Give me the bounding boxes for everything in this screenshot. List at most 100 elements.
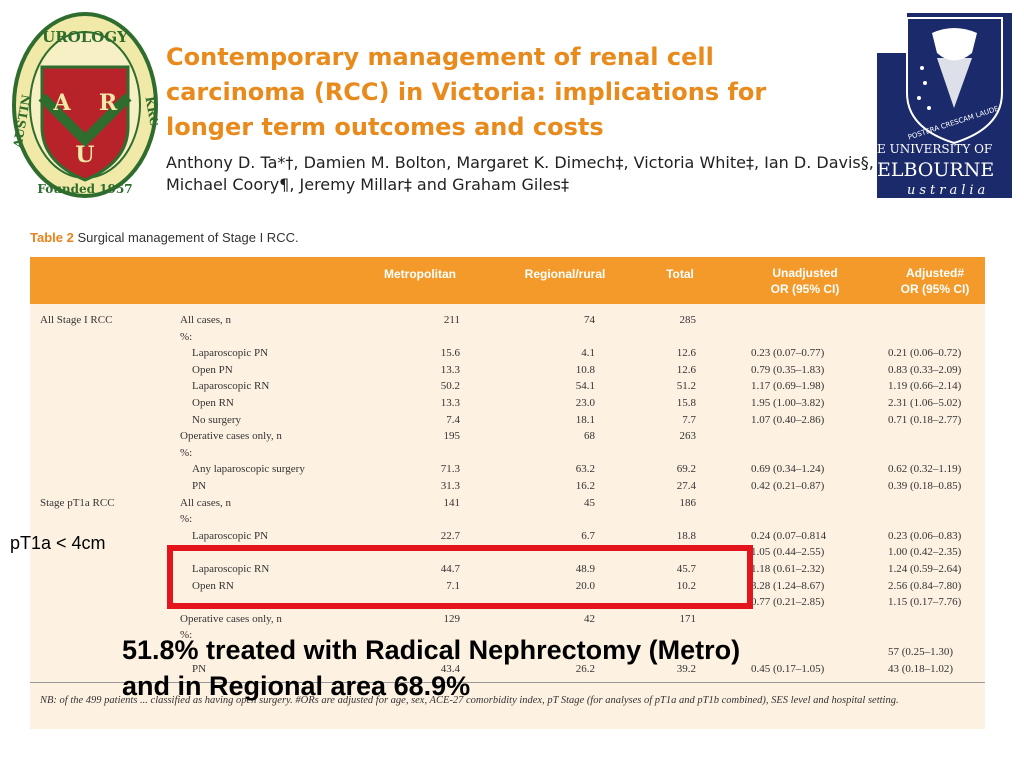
authors-line: Michael Coory¶, Jeremy Millar‡ and Graha… (166, 175, 569, 194)
header-adjusted: Adjusted# OR (95% CI) (900, 266, 970, 296)
table-cell-total: 15.8 (676, 397, 696, 409)
table-cell-adj: 0.39 (0.18–0.85) (888, 480, 962, 492)
table-cell-adj: 1.15 (0.17–7.76) (888, 596, 962, 609)
table-caption: Table 2 Surgical management of Stage I R… (30, 230, 299, 245)
table-cell-metro: 7.4 (446, 413, 460, 426)
callout-text: 51.8% treated with Radical Nephrectomy (… (122, 632, 740, 704)
table-cell-total: 10.2 (676, 579, 696, 592)
table-cell-total: 69.2 (676, 463, 696, 476)
table-row-label: Any laparoscopic surgery (192, 463, 305, 476)
table-cell-regional: 48.9 (575, 563, 595, 575)
table-cell-metro: 7.1 (446, 579, 460, 592)
table-cell-metro: 44.7 (440, 563, 460, 575)
table-cell-regional: 45 (584, 496, 595, 509)
table-cell-unadj: 0.69 (0.34–1.24) (751, 463, 825, 476)
svg-text:A: A (52, 90, 71, 116)
svg-text:R: R (99, 90, 118, 116)
callout-line: 51.8% treated with Radical Nephrectomy (… (122, 635, 741, 665)
table-cell-total: 18.8 (676, 529, 696, 542)
table-cell-total: 285 (679, 314, 697, 326)
table-cell-unadj: 1.95 (1.00–3.82) (751, 397, 825, 409)
table-row-label: Laparoscopic PN (192, 347, 269, 360)
paper-title-line: longer term outcomes and costs (166, 113, 604, 141)
header-total: Total (666, 267, 694, 281)
table-footnote: NB: of the 499 patients ... classified a… (40, 695, 899, 706)
table-row-label: %: (180, 629, 193, 642)
table-cell-metro: 43.4 (440, 662, 460, 675)
melbourne-name-line2: ELBOURNE (877, 159, 994, 181)
table-cell-metro: 195 (443, 430, 461, 443)
table-cell-total: 12.6 (676, 363, 696, 376)
table-cell-regional: 42 (584, 612, 595, 625)
table-cell-unadj: 1.05 (0.44–2.55) (751, 546, 825, 559)
table-cell-total: 12.6 (676, 347, 696, 360)
table-row-label: %: (180, 330, 193, 343)
table-cell-regional: 63.2 (575, 463, 595, 476)
table-row-label: Laparoscopic RN (192, 563, 270, 575)
table-caption-label: Table 2 (30, 230, 74, 245)
table-cell-total: 39.2 (676, 662, 696, 675)
authors-line: Anthony D. Ta*†, Damien M. Bolton, Marga… (166, 153, 874, 172)
table-cell-unadj: 0.79 (0.35–1.83) (751, 363, 825, 376)
header-regional: Regional/rural (524, 267, 606, 281)
table-cell-metro: 15.6 (440, 347, 460, 360)
table-row-label: Operative cases only, n (180, 612, 282, 625)
table-cell-regional: 4.1 (581, 347, 595, 360)
university-of-melbourne-logo: POSTERA CRESCAM LAUDE E UNIVERSITY OF EL… (877, 13, 1012, 198)
table-cell-adj: 0.71 (0.18–2.77) (888, 413, 962, 426)
pt1a-label: pT1a < 4cm (10, 533, 106, 553)
highlight-box (167, 545, 753, 609)
table-cell-unadj: 3.28 (1.24–8.67) (751, 579, 825, 592)
table-row-label: No surgery (192, 413, 241, 426)
table-header: Metropolitan Regional/rural Total Unadju… (30, 257, 985, 304)
table-cell-regional: 6.7 (581, 529, 595, 542)
table-cell-unadj: 0.24 (0.07–0.814 (751, 529, 827, 542)
table-cell-regional: 18.1 (575, 413, 595, 426)
paper-title: Contemporary management of renal cell ca… (166, 40, 866, 145)
logo-founded: Founded 1957 (37, 182, 132, 196)
paper-title-line: Contemporary management of renal cell (166, 43, 714, 71)
table-row-label: All cases, n (180, 496, 232, 509)
table-row-label: %: (180, 513, 193, 526)
table-row-label: %: (180, 446, 193, 459)
table-divider (30, 682, 985, 683)
table-cell-metro: 50.2 (440, 380, 460, 393)
table-cell-metro: 141 (443, 496, 461, 509)
table-cell-metro: 71.3 (440, 463, 460, 476)
table-cell-total: 45.7 (676, 563, 696, 575)
table-cell-total: 51.2 (676, 380, 696, 393)
callout-line: and in Regional area 68.9% (122, 671, 471, 701)
table-cell-total: 27.4 (676, 480, 696, 492)
table-cell-metro: 13.3 (440, 397, 460, 409)
header-unadjusted: Unadjusted OR (95% CI) (770, 266, 840, 296)
table-row-label: PN (192, 662, 207, 675)
table-row-label: Open RN (192, 397, 234, 409)
logo-text-right: KRC (142, 95, 158, 127)
table-cell-unadj: 0.42 (0.21–0.87) (751, 480, 825, 492)
table-group-label: All Stage I RCC (40, 314, 113, 326)
table-cell-regional: 23.0 (575, 397, 595, 409)
table-cell-regional: 68 (584, 430, 595, 443)
table-row-label: Operative cases only, n (180, 430, 282, 443)
table-cell-unadj: 0.45 (0.17–1.05) (751, 662, 825, 675)
table-caption-text: Surgical management of Stage I RCC. (77, 230, 299, 245)
table-cell-unadj: 0.77 (0.21–2.85) (751, 596, 825, 609)
table-cell-total: 7.7 (682, 413, 696, 426)
austin-urology-logo: UROLOGY AUSTIN KRC A R U Founded 1957 (10, 12, 161, 198)
table-cell-regional: 74 (584, 314, 595, 326)
table-cell-adj: 2.56 (0.84–7.80) (888, 579, 962, 592)
table-cell-adj: 43 (0.18–1.02) (888, 662, 954, 675)
table-cell-adj: 1.00 (0.42–2.35) (888, 546, 962, 559)
table-cell-regional: 16.2 (575, 480, 595, 492)
table-cell-unadj: 1.17 (0.69–1.98) (751, 380, 825, 393)
table-cell-metro: 211 (443, 314, 460, 326)
table-cell-metro: 22.7 (440, 529, 460, 542)
melbourne-name-line1: E UNIVERSITY OF (877, 142, 992, 156)
table-row-label: Open PN (192, 363, 233, 376)
table-cell-metro: 13.3 (440, 363, 460, 376)
table-cell-adj: 0.83 (0.33–2.09) (888, 363, 962, 376)
table-cell-unadj: 0.23 (0.07–0.77) (751, 347, 825, 360)
table-cell-adj: 2.31 (1.06–5.02) (888, 397, 962, 409)
table-cell-adj: 0.21 (0.06–0.72) (888, 347, 962, 360)
header-metropolitan: Metropolitan (384, 267, 456, 281)
